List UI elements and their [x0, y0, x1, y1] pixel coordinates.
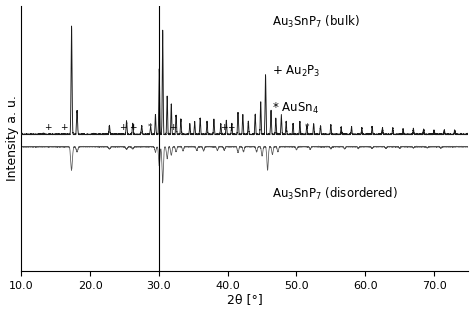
Text: *: * — [305, 123, 309, 132]
X-axis label: 2θ [°]: 2θ [°] — [227, 294, 263, 306]
Y-axis label: Intensity a. u.: Intensity a. u. — [6, 95, 18, 181]
Text: +: + — [220, 123, 228, 132]
Text: +: + — [169, 123, 176, 132]
Text: * AuSn$_4$: * AuSn$_4$ — [272, 101, 319, 116]
Text: +: + — [44, 123, 51, 132]
Text: Au$_3$SnP$_7$ (disordered): Au$_3$SnP$_7$ (disordered) — [272, 186, 398, 202]
Text: +: + — [60, 123, 68, 132]
Text: +: + — [119, 123, 127, 132]
Text: +: + — [228, 123, 235, 132]
Text: *: * — [148, 123, 152, 132]
Text: Au$_3$SnP$_7$ (bulk): Au$_3$SnP$_7$ (bulk) — [272, 13, 359, 30]
Text: +: + — [129, 123, 137, 132]
Text: + Au$_2$P$_3$: + Au$_2$P$_3$ — [272, 64, 320, 79]
